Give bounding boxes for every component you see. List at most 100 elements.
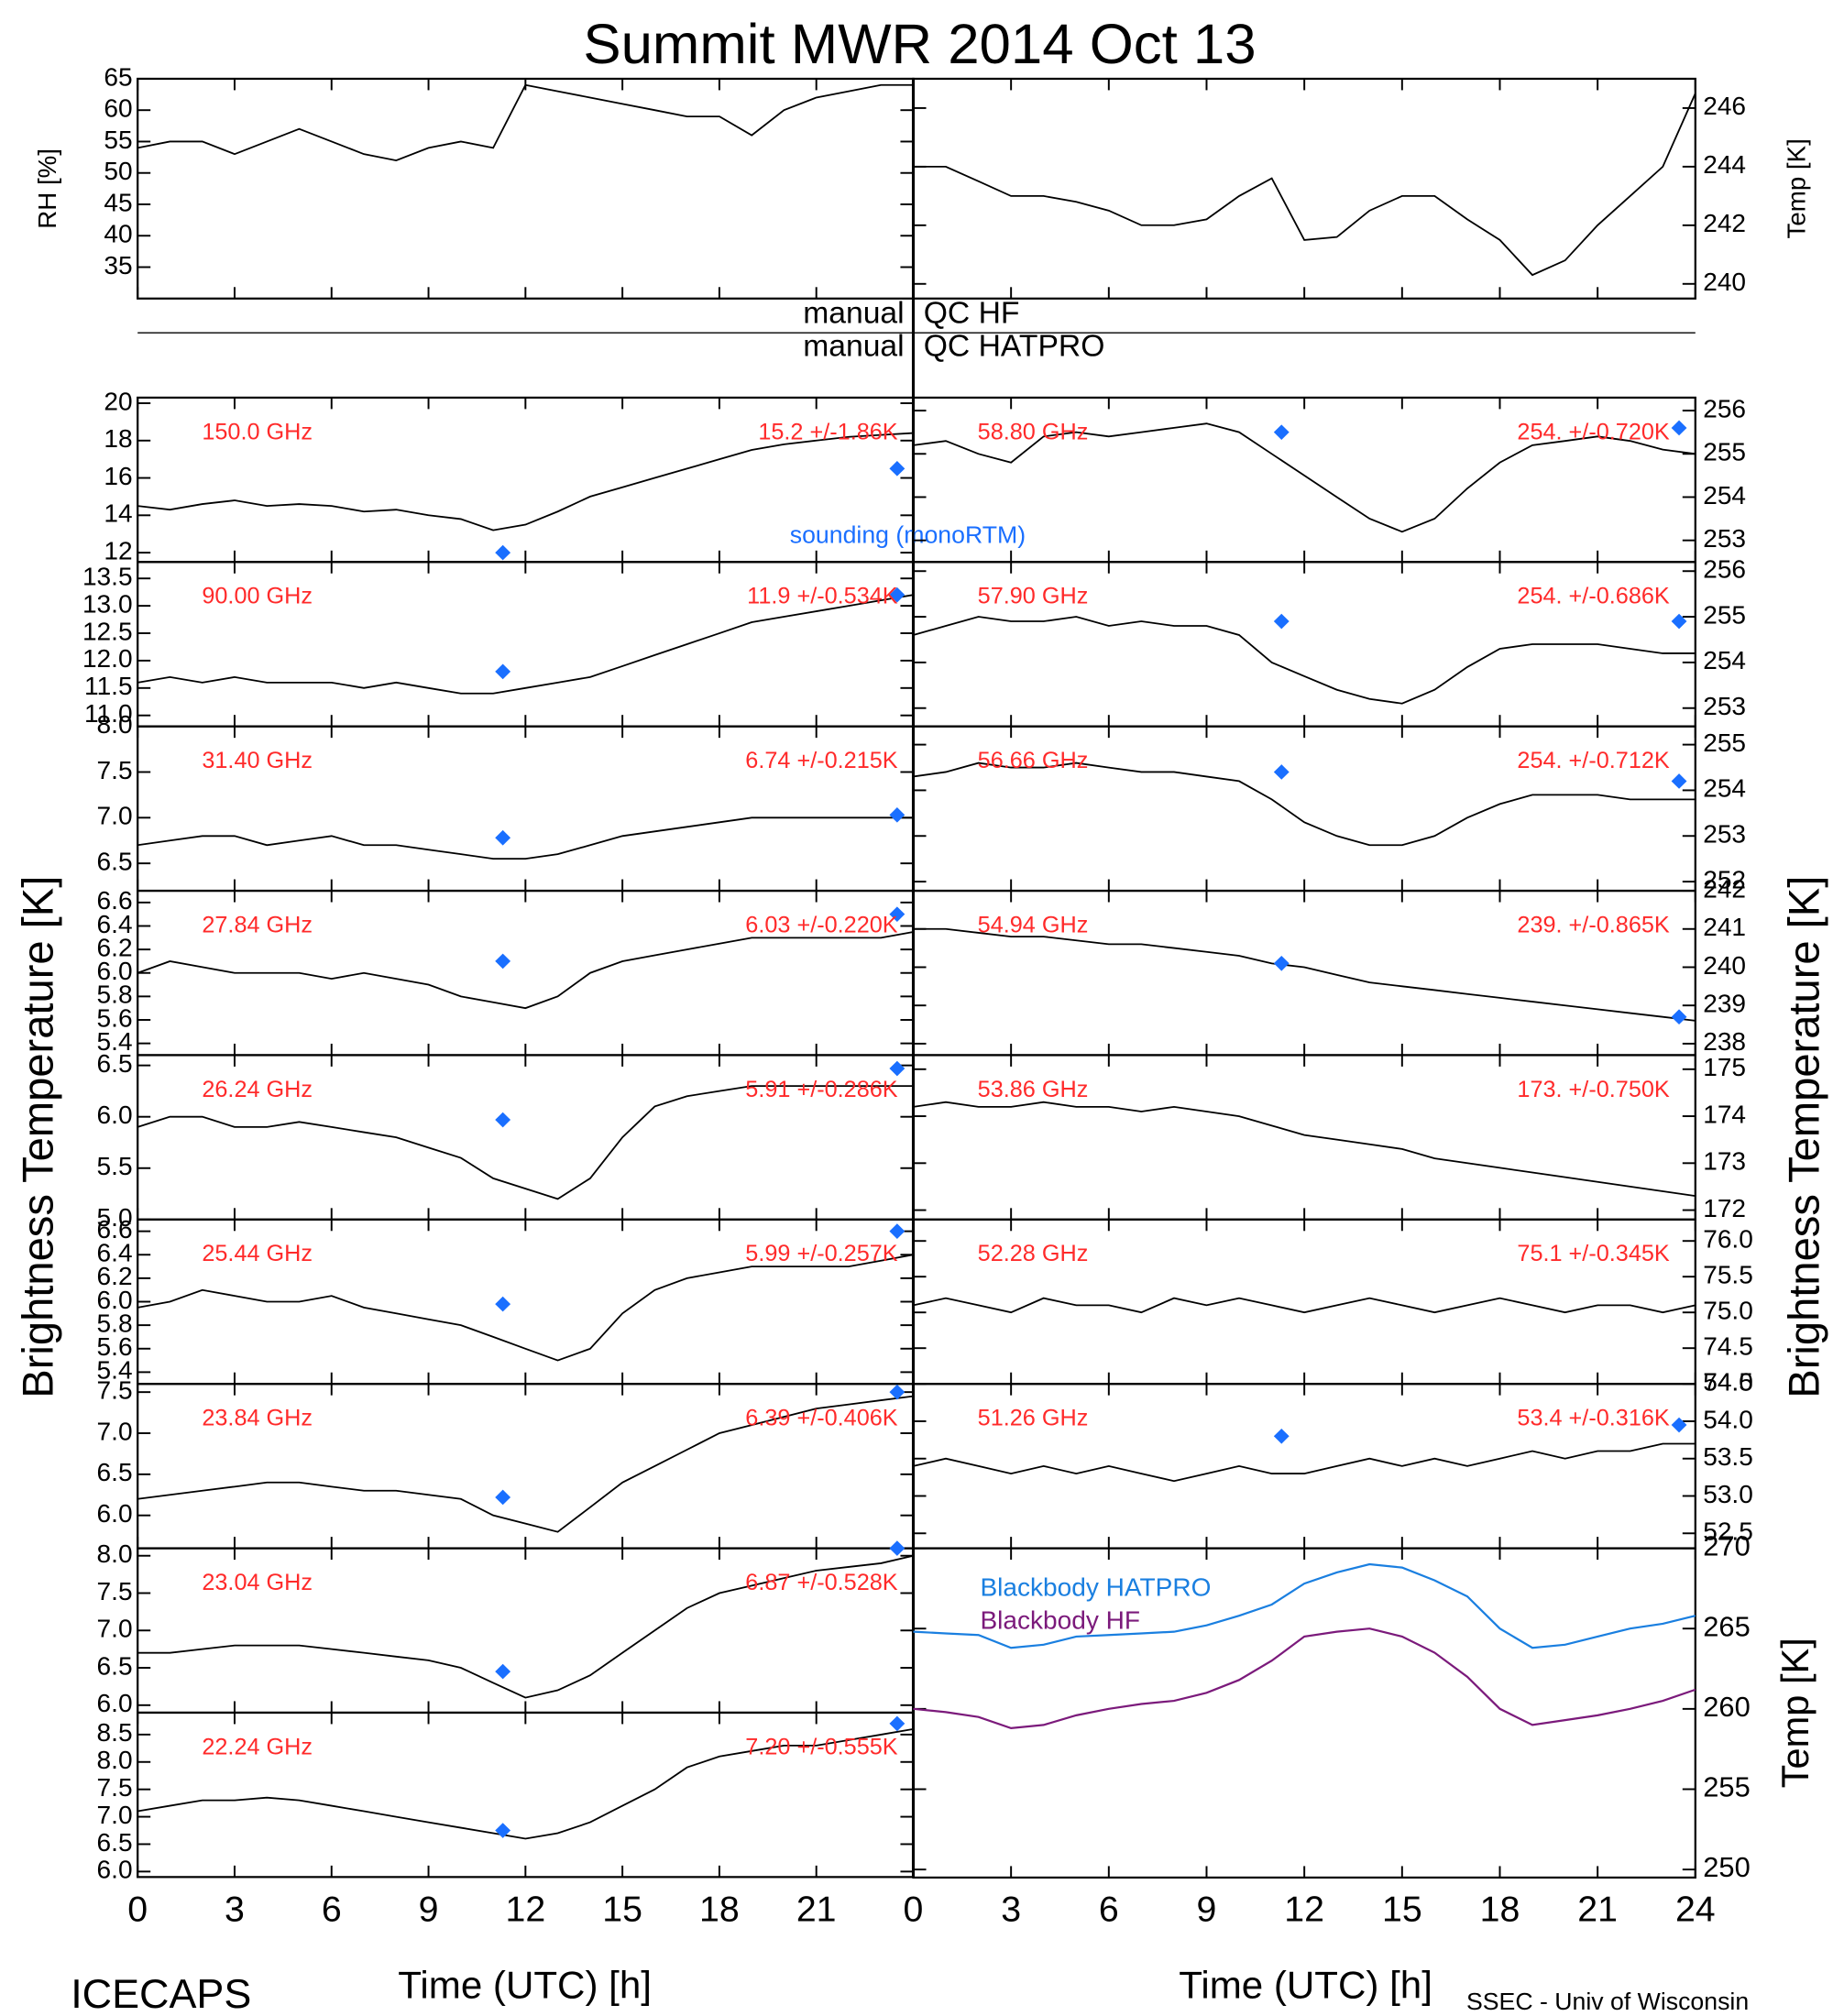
data-line <box>137 931 914 1010</box>
channel-label: 56.66 GHz <box>978 748 1089 773</box>
channel-stats: 239. +/-0.865K <box>1517 913 1670 938</box>
y-tick-label: 14 <box>104 499 132 528</box>
sounding-marker <box>1671 1417 1687 1433</box>
y-tick-label: 5.6 <box>97 1332 133 1361</box>
qc-label: QC HF <box>924 297 1020 331</box>
sounding-marker <box>889 1715 906 1732</box>
y-tick-label: 12.0 <box>82 644 133 673</box>
data-line <box>913 93 1696 277</box>
sounding-marker <box>495 829 511 846</box>
y-tick-label: 40 <box>104 220 132 248</box>
y-tick-label: 173 <box>1703 1147 1746 1176</box>
sounding-label: sounding (monoRTM) <box>790 521 1026 549</box>
channel-stats: 15.2 +/-1.86K <box>758 419 898 444</box>
y-tick-label: 8.5 <box>97 1718 133 1747</box>
sounding-marker <box>1273 424 1290 440</box>
x-axis-label: Time (UTC) [h] <box>398 1964 652 2007</box>
y-tick-label: 7.5 <box>97 1773 133 1802</box>
y-tick-label: 6.0 <box>97 957 133 985</box>
y-tick-label: 13.5 <box>82 563 133 591</box>
data-line <box>913 616 1696 705</box>
channel-label: 90.00 GHz <box>202 584 313 609</box>
y-tick-label: 20 <box>104 388 132 416</box>
y-tick-label: 256 <box>1703 555 1746 584</box>
channel-label: 31.40 GHz <box>202 748 313 773</box>
y-tick-label: 242 <box>1703 875 1746 904</box>
y-tick-label: 60 <box>104 94 132 123</box>
y-tick-label: 16 <box>104 462 132 490</box>
x-tick-label: 12 <box>1284 1890 1324 1930</box>
x-tick-label: 21 <box>1577 1890 1618 1930</box>
y-tick-label: 265 <box>1703 1610 1751 1642</box>
channel-label: 23.84 GHz <box>202 1406 313 1431</box>
data-line <box>913 1442 1696 1483</box>
channel-stats: 173. +/-0.750K <box>1517 1077 1670 1102</box>
y-tick-label: 254 <box>1703 646 1746 674</box>
y-tick-label: 246 <box>1703 92 1746 120</box>
y-tick-label: 6.0 <box>97 1286 133 1314</box>
sounding-marker <box>1671 773 1687 789</box>
sounding-marker <box>1273 613 1290 630</box>
y-tick-label: 253 <box>1703 692 1746 720</box>
y-tick-label: 75.5 <box>1703 1261 1753 1289</box>
channel-stats: 6.03 +/-0.220K <box>745 913 898 938</box>
y-tick-label: 6.5 <box>97 1458 133 1486</box>
x-tick-label: 21 <box>796 1890 837 1930</box>
data-line <box>137 1395 914 1533</box>
channel-label: 25.44 GHz <box>202 1241 313 1266</box>
sounding-marker <box>1273 764 1290 780</box>
y-tick-label: 65 <box>104 62 132 91</box>
legend-label: Blackbody HATPRO <box>980 1572 1211 1601</box>
data-line <box>913 761 1696 847</box>
channel-label: 26.24 GHz <box>202 1077 313 1102</box>
y-tick-label: 6.5 <box>97 848 133 876</box>
sounding-marker <box>495 663 511 680</box>
data-line <box>137 1554 914 1699</box>
channel-label: 53.86 GHz <box>978 1077 1089 1102</box>
y-tick-label: 11.5 <box>84 672 133 700</box>
sounding-marker <box>495 953 511 970</box>
sounding-marker <box>889 906 906 922</box>
channel-label: 54.94 GHz <box>978 913 1089 938</box>
channel-stats: 5.91 +/-0.286K <box>745 1077 898 1102</box>
y-tick-label: 240 <box>1703 268 1746 296</box>
x-tick-label: 6 <box>322 1890 342 1930</box>
y-tick-label: 45 <box>104 188 132 216</box>
panel-y-label: RH [%] <box>33 148 61 229</box>
y-tick-label: 12.5 <box>82 617 133 645</box>
x-axis-label: Time (UTC) [h] <box>1179 1964 1432 2007</box>
channel-stats: 53.4 +/-0.316K <box>1517 1406 1670 1431</box>
x-tick-label: 15 <box>1382 1890 1422 1930</box>
y-tick-label: 55 <box>104 126 132 154</box>
y-tick-label: 250 <box>1703 1851 1751 1883</box>
y-tick-label: 253 <box>1703 524 1746 553</box>
channel-label: 52.28 GHz <box>978 1241 1089 1266</box>
data-line <box>913 927 1696 1022</box>
y-tick-label: 5.8 <box>97 1309 133 1338</box>
y-tick-label: 7.0 <box>97 802 133 830</box>
channel-label: 150.0 GHz <box>202 419 313 444</box>
y-tick-label: 5.8 <box>97 981 133 1009</box>
y-tick-label: 239 <box>1703 990 1746 1018</box>
y-tick-label: 260 <box>1703 1691 1751 1723</box>
y-tick-label: 255 <box>1703 438 1746 466</box>
data-line <box>913 1562 1696 1649</box>
y-tick-label: 75.0 <box>1703 1297 1753 1325</box>
sounding-marker <box>495 1663 511 1680</box>
sounding-marker <box>889 461 906 477</box>
y-tick-label: 174 <box>1703 1101 1746 1129</box>
x-tick-label: 9 <box>419 1890 439 1930</box>
y-tick-label: 254 <box>1703 774 1746 803</box>
channel-label: 27.84 GHz <box>202 913 313 938</box>
channel-stats: 7.20 +/-0.555K <box>745 1734 898 1759</box>
title: Summit MWR 2014 Oct 13 <box>583 13 1256 76</box>
channel-label: 22.24 GHz <box>202 1734 313 1759</box>
x-tick-label: 15 <box>602 1890 642 1930</box>
channel-stats: 5.99 +/-0.257K <box>745 1241 898 1266</box>
y-tick-label: 255 <box>1703 729 1746 757</box>
y-tick-label: 6.6 <box>97 886 133 915</box>
qc-label: manual <box>803 330 904 364</box>
y-axis-label: Brightness Temperature [K] <box>1780 876 1828 1398</box>
x-tick-label: 12 <box>505 1890 545 1930</box>
data-line <box>137 432 914 531</box>
